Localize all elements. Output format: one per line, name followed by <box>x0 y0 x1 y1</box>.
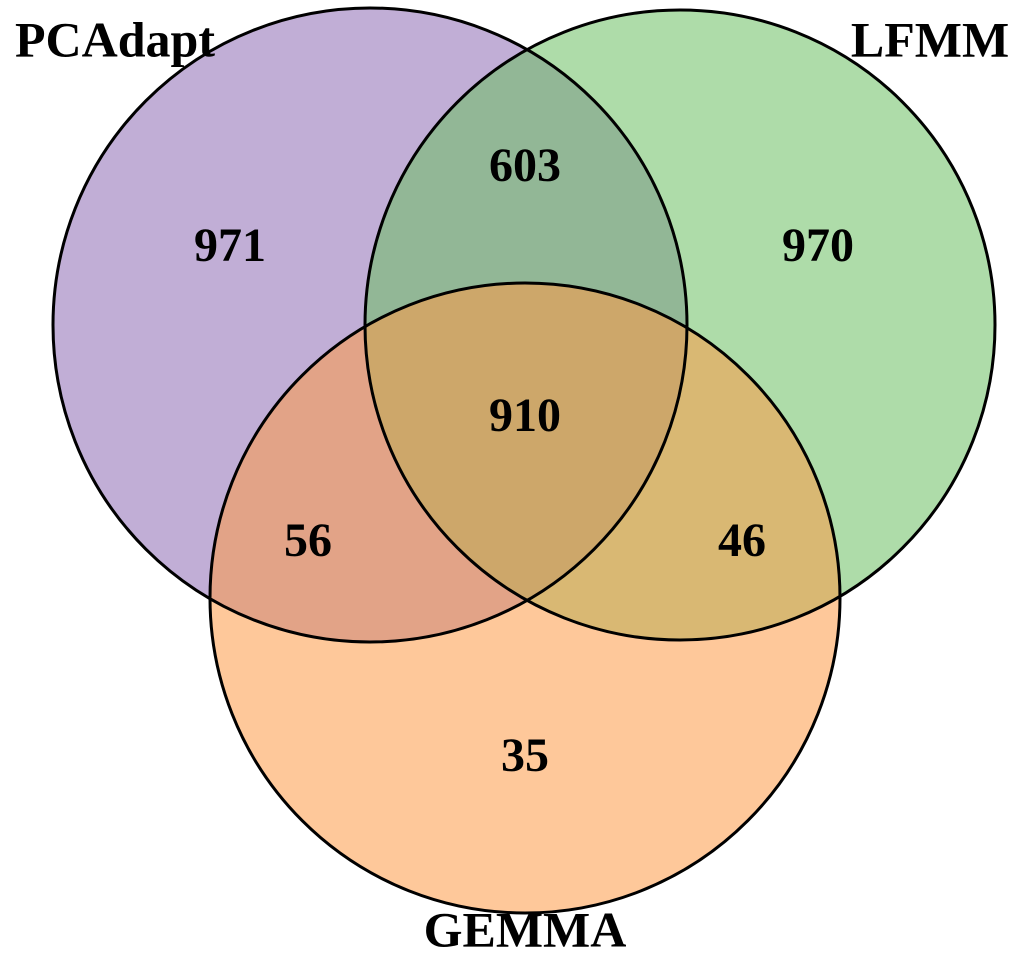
region-label: 35 <box>501 729 549 782</box>
region-label: 56 <box>284 514 332 567</box>
region-label: 970 <box>782 219 854 272</box>
region-label: 971 <box>194 219 266 272</box>
region-label: 46 <box>718 514 766 567</box>
set-label: PCAdapt <box>15 11 215 67</box>
region-label: 603 <box>489 139 561 192</box>
set-label: GEMMA <box>424 901 627 957</box>
set-outline <box>51 6 689 644</box>
region-label: 910 <box>489 389 561 442</box>
set-outline <box>208 281 842 915</box>
set-label: LFMM <box>851 11 1009 67</box>
